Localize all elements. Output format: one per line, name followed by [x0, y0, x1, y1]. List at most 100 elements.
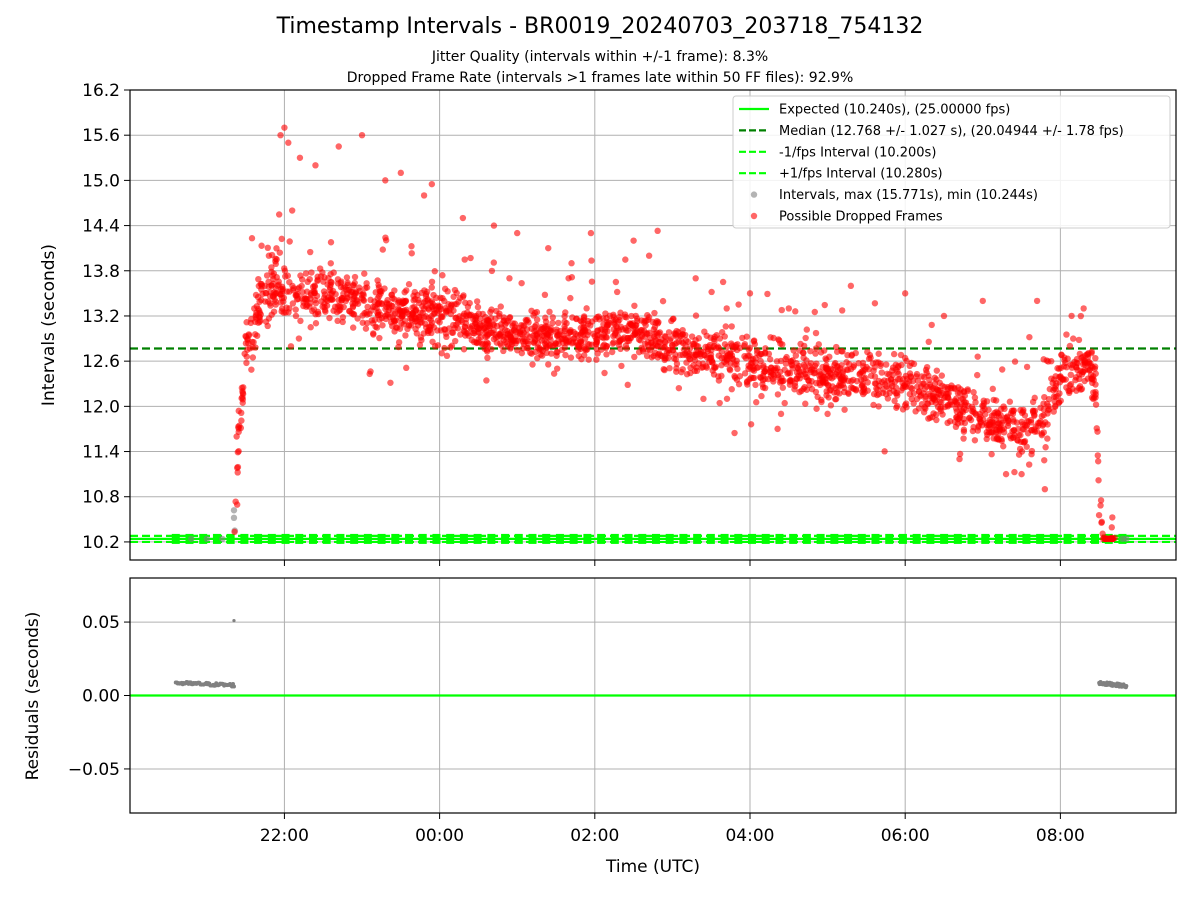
dropped-frame-point [1017, 431, 1024, 439]
dropped-frame-point [971, 437, 979, 444]
dropped-frame-point [832, 396, 839, 403]
dropped-frame-point [627, 334, 635, 342]
dropped-frame-point [906, 370, 914, 377]
dropped-frame-point [289, 300, 297, 307]
dropped-frame-point [239, 388, 246, 395]
dropped-frame-point [381, 285, 388, 292]
dropped-frame-point [542, 329, 550, 336]
dropped-frame-point [567, 354, 575, 361]
dropped-frame-point [490, 335, 498, 343]
dropped-frame-point [438, 350, 445, 357]
dropped-frame-point [833, 343, 840, 351]
dropped-frame-point [933, 367, 941, 374]
x-tick-label: 04:00 [725, 826, 774, 846]
dropped-frame-point [573, 315, 580, 322]
dropped-frame-point [759, 384, 767, 391]
dropped-frame-point [796, 388, 803, 396]
dropped-frame-point [914, 377, 921, 384]
dropped-frame-point [800, 368, 807, 375]
ff-file-marker [830, 533, 839, 544]
dropped-frame-point [969, 427, 977, 435]
chart-subtitle-jitter: Jitter Quality (intervals within +/-1 fr… [431, 49, 769, 65]
dropped-frame-point [368, 307, 375, 314]
dropped-frame-point [744, 352, 751, 359]
dropped-frame-point [682, 337, 690, 344]
dropped-frame-point [825, 394, 832, 401]
dropped-frame-point [1011, 358, 1019, 365]
dropped-frame-point [460, 346, 468, 353]
dropped-frame-point [913, 370, 921, 378]
dropped-frame-point [821, 347, 828, 354]
dropped-frame-point [813, 360, 820, 367]
dropped-frame-point [635, 348, 643, 356]
dropped-frame-point [933, 416, 940, 424]
dropped-frame-point [1068, 312, 1075, 320]
dropped-frame-point [500, 317, 507, 325]
dropped-frame-point [867, 372, 875, 379]
dropped-frame-point [366, 370, 373, 378]
dropped-frame-point [1041, 485, 1049, 493]
dropped-frame-point [992, 429, 1000, 436]
dropped-frame-point [238, 409, 245, 417]
ff-file-marker [748, 533, 757, 544]
ff-file-marker [1022, 533, 1031, 544]
dropped-frame-point [773, 358, 781, 365]
ff-file-marker [651, 533, 660, 544]
dropped-frame-point [876, 382, 883, 390]
dropped-frame-point [452, 337, 459, 345]
dropped-frame-point [961, 419, 969, 427]
dropped-frame-point [443, 308, 450, 315]
dropped-frame-point [811, 308, 818, 316]
dropped-frame-point [376, 334, 383, 342]
dropped-frame-point [891, 378, 899, 386]
dropped-frame-point [840, 377, 848, 384]
y-tick-label: 15.6 [82, 126, 120, 146]
dropped-frame-point [970, 389, 977, 396]
dropped-frame-point [302, 270, 310, 277]
dropped-frame-point [378, 300, 386, 307]
dropped-frame-point [974, 371, 981, 379]
ff-file-marker [665, 533, 674, 544]
dropped-frame-point [934, 393, 941, 401]
dropped-frame-point [583, 305, 590, 312]
dropped-frame-point [313, 292, 321, 300]
dropped-frame-point [889, 367, 896, 374]
dropped-frame-point [779, 341, 786, 348]
dropped-frame-point [244, 346, 251, 353]
dropped-frame-point [1089, 379, 1096, 387]
dropped-frame-point [278, 235, 285, 243]
dropped-frame-point [801, 384, 808, 391]
dropped-frame-point [252, 311, 260, 319]
dropped-frame-point [613, 327, 620, 335]
dropped-frame-point [306, 299, 314, 307]
dropped-frame-point [933, 386, 941, 393]
dropped-frame-point [276, 249, 284, 256]
dropped-frame-point [855, 360, 862, 367]
dropped-frame-point [341, 283, 348, 290]
dropped-frame-point [431, 268, 438, 275]
dropped-frame-point [428, 278, 436, 286]
dropped-frame-point [745, 362, 752, 369]
intervals-axes-frame [129, 89, 1177, 561]
dropped-frame-point [735, 301, 742, 308]
dropped-frame-point [320, 278, 327, 285]
dropped-frame-point [1052, 386, 1059, 393]
dropped-frame-point [1076, 350, 1084, 358]
ff-file-marker [418, 533, 427, 544]
ff-file-marker [1036, 533, 1045, 544]
dropped-frame-point [736, 372, 744, 380]
dropped-frame-point [327, 281, 334, 289]
dropped-frame-point [428, 284, 435, 291]
dropped-frame-point [1029, 407, 1037, 414]
ff-file-marker [720, 533, 729, 544]
dropped-frame-point [812, 345, 820, 352]
dropped-frame-point [901, 290, 909, 297]
dropped-frame-point [506, 275, 513, 282]
dropped-frame-point [348, 310, 355, 317]
dropped-frame-point [645, 252, 653, 259]
dropped-frame-point [902, 383, 910, 390]
dropped-frame-point [897, 351, 905, 359]
ff-file-marker [816, 533, 825, 544]
dropped-frame-point [722, 323, 729, 330]
